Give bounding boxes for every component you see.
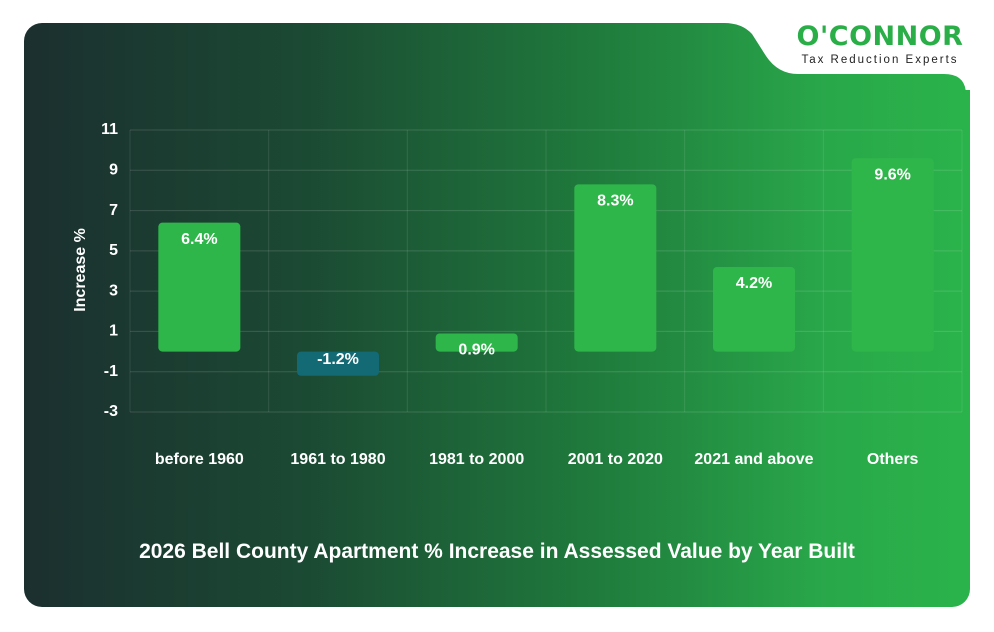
data-labels: 6.4% -1.2% 0.9% 8.3% 4.2% 9.6% bbox=[181, 166, 911, 367]
y-tick-label: -1 bbox=[104, 363, 118, 380]
x-tick-label: 1961 to 1980 bbox=[290, 451, 385, 468]
x-tick-label: Others bbox=[867, 451, 919, 468]
oconnor-logo: O'CONNOR Tax Reduction Experts bbox=[788, 22, 972, 70]
bar bbox=[713, 266, 795, 352]
data-label: -1.2% bbox=[317, 351, 359, 368]
y-tick-label: 9 bbox=[109, 162, 118, 179]
y-axis-label: Increase % bbox=[72, 228, 89, 312]
x-tick-label: 2021 and above bbox=[694, 451, 813, 468]
bar-chart: 11 9 7 5 3 1 -1 -3 6.4% -1.2% 0.9% 8.3% 4.2% 9.6% be… bbox=[72, 121, 963, 468]
logo-tagline: Tax Reduction Experts bbox=[801, 54, 959, 66]
bar bbox=[574, 184, 657, 352]
data-label: 8.3% bbox=[597, 193, 633, 210]
y-tick-label: 7 bbox=[109, 202, 118, 219]
y-tick-label: 11 bbox=[101, 121, 118, 138]
y-axis-ticks: 11 9 7 5 3 1 -1 -3 bbox=[101, 121, 118, 420]
bar bbox=[851, 158, 934, 352]
y-tick-label: 5 bbox=[109, 242, 118, 259]
data-label: 4.2% bbox=[736, 275, 772, 292]
grid-lines bbox=[129, 129, 963, 413]
y-tick-label: 1 bbox=[109, 323, 118, 340]
x-tick-label: 2001 to 2020 bbox=[568, 451, 663, 468]
logo-brand: O'CONNOR bbox=[796, 21, 964, 52]
x-tick-label: before 1960 bbox=[155, 451, 244, 468]
data-label: 6.4% bbox=[181, 231, 217, 248]
data-label: 9.6% bbox=[874, 166, 910, 183]
data-label: 0.9% bbox=[458, 342, 494, 359]
bar bbox=[297, 351, 379, 376]
x-axis-ticks: before 1960 1961 to 1980 1981 to 2000 2001 … bbox=[155, 451, 919, 468]
bar bbox=[158, 222, 241, 352]
y-tick-label: 3 bbox=[109, 282, 118, 299]
x-tick-label: 1981 to 2000 bbox=[429, 451, 524, 468]
chart-title: 2026 Bell County Apartment % Increase in… bbox=[139, 540, 855, 563]
bars bbox=[158, 158, 934, 376]
y-tick-label: -3 bbox=[104, 403, 118, 420]
bar bbox=[435, 333, 518, 352]
